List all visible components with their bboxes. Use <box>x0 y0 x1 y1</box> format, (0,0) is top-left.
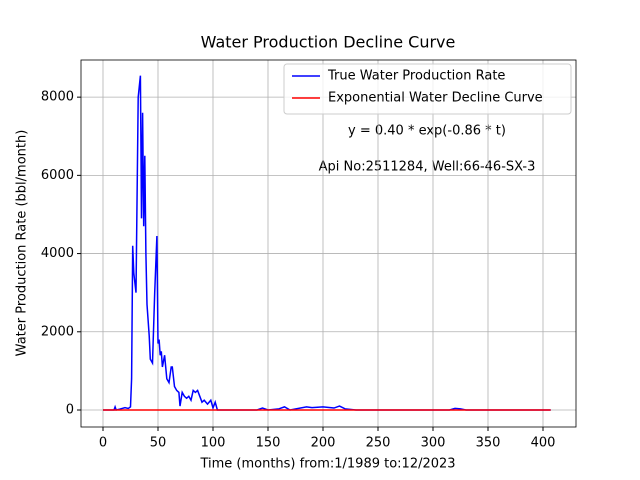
x-tick-label: 50 <box>150 436 167 451</box>
x-tick-label: 100 <box>201 436 226 451</box>
legend-box <box>283 63 572 115</box>
x-tick-label: 250 <box>366 436 391 451</box>
x-tick-label: 200 <box>311 436 336 451</box>
x-tick-label: 300 <box>421 436 446 451</box>
x-tick-label: 150 <box>256 436 281 451</box>
plot-frame <box>80 59 577 428</box>
chart-title: Water Production Decline Curve <box>201 33 456 52</box>
y-tick-label: 4000 <box>41 246 74 261</box>
annotation: y = 0.40 * exp(-0.86 * t) <box>348 124 506 139</box>
y-axis-label: Water Production Rate (bbl/month) <box>15 130 30 357</box>
y-tick-label: 2000 <box>41 324 74 339</box>
y-tick-label: 0 <box>66 402 74 417</box>
x-tick-label: 350 <box>476 436 501 451</box>
legend-label: Exponential Water Decline Curve <box>328 91 543 106</box>
x-tick-label: 400 <box>531 436 556 451</box>
annotation: Api No:2511284, Well:66-46-SX-3 <box>319 160 536 175</box>
legend-label: True Water Production Rate <box>327 69 505 84</box>
x-tick-label: 0 <box>99 436 107 451</box>
y-tick-label: 8000 <box>41 90 74 105</box>
data-line <box>103 75 551 411</box>
y-tick-label: 6000 <box>41 168 74 183</box>
x-axis-label: Time (months) from:1/1989 to:12/2023 <box>199 457 455 472</box>
